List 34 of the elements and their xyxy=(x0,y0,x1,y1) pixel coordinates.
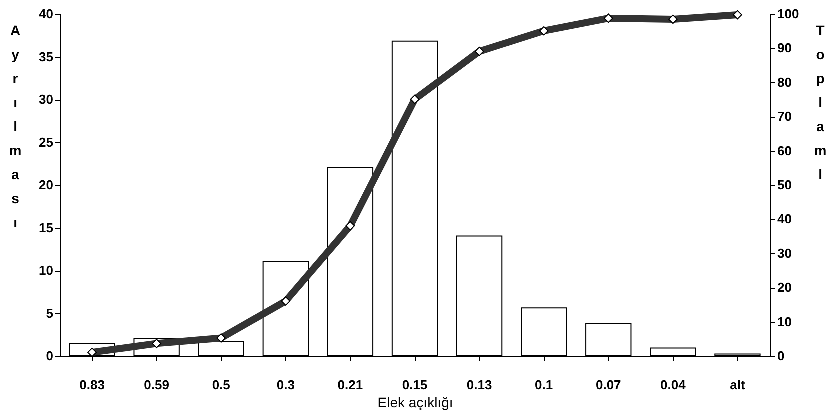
x-tick-label: 0.5 xyxy=(212,378,230,392)
x-tick-label: 0.15 xyxy=(402,378,428,392)
x-tick-label: 0.21 xyxy=(338,378,364,392)
y2-tick-label: 60 xyxy=(778,143,792,158)
x-tick-label: 0.83 xyxy=(80,378,105,392)
y-tick-label: 10 xyxy=(39,263,54,278)
y2-tick-label: 100 xyxy=(778,6,800,22)
y-tick-label: 35 xyxy=(39,49,54,64)
y-tick-label: 15 xyxy=(39,220,54,236)
y-tick-label: 20 xyxy=(39,178,54,192)
x-tick-label: 0.1 xyxy=(535,378,554,392)
y2-tick-label: 40 xyxy=(778,212,792,227)
x-tick-label: 0.07 xyxy=(596,378,622,392)
y2-tick-label: 0 xyxy=(778,348,785,364)
y-tick-label: 5 xyxy=(46,306,54,321)
y2-tick-label: 10 xyxy=(778,314,792,330)
y-tick-label: 30 xyxy=(39,92,54,107)
y2-tick-label: 50 xyxy=(778,178,792,192)
y-tick-label: 25 xyxy=(39,134,54,150)
y2-axis-title: Toplaml xyxy=(814,22,827,182)
y2-tick-label: 80 xyxy=(778,74,792,90)
x-tick-label: alt xyxy=(730,378,746,392)
x-axis-title: Elek açıklığı xyxy=(378,394,454,410)
y2-tick-label: 70 xyxy=(778,109,792,124)
y-tick-label: 0 xyxy=(46,348,54,364)
text: Ayrılması xyxy=(9,22,22,230)
x-tick-label: 0.3 xyxy=(276,378,295,392)
x-tick-label: 0.04 xyxy=(660,378,687,392)
x-tick-label: 0.13 xyxy=(466,378,492,392)
x-tick-label: 0.59 xyxy=(144,378,170,392)
y2-tick-label: 90 xyxy=(778,40,792,56)
y2-tick-label: 30 xyxy=(778,246,792,261)
y2-tick-label: 20 xyxy=(778,280,792,296)
y-tick-label: 40 xyxy=(39,6,54,22)
